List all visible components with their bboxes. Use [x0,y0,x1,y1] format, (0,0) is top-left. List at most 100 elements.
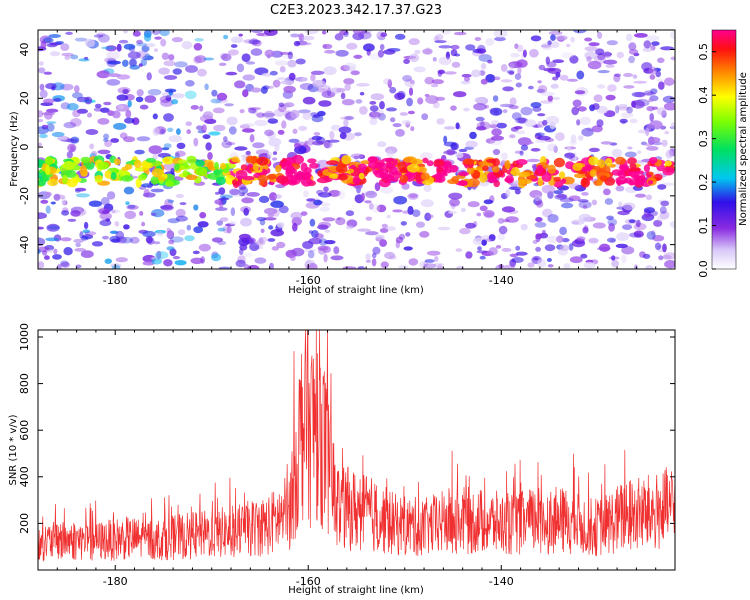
heatmap-cell [407,110,415,115]
heatmap-cell [271,246,280,251]
heatmap-cell [500,79,513,83]
heatmap-cell [578,200,592,209]
heatmap-cell [105,45,117,52]
heatmap-cell [572,99,582,108]
heatmap-cell [665,149,674,159]
heatmap-cell [64,55,71,60]
heatmap-cell [613,74,621,83]
heatmap-band-cell [399,167,408,174]
heatmap-cell [564,152,576,159]
heatmap-cell [384,251,396,260]
heatmap-cell [542,119,548,126]
heatmap-band-cell [64,168,72,177]
heatmap-cell [344,83,352,91]
heatmap-cell [588,238,599,244]
heatmap-cell [254,119,268,127]
heatmap-band-cell [174,163,180,172]
heatmap-cell [547,40,552,45]
heatmap-cell [154,251,169,260]
heatmap-cell [392,209,403,213]
heatmap-cell [263,217,277,221]
heatmap-cell [655,70,661,78]
heatmap-band-cell [220,162,227,170]
heatmap-cell [379,44,385,51]
heatmap-cell [365,259,371,263]
heatmap-cell [70,136,80,144]
heatmap-band-cell [588,156,599,166]
heatmap-cell [127,100,132,108]
heatmap-cell [586,127,594,132]
heatmap-cell [330,124,341,131]
heatmap-cell [270,200,284,208]
heatmap-cell [583,261,596,269]
heatmap-cell [152,153,159,160]
heatmap-cell [383,49,396,55]
heatmap-cell [365,231,379,236]
heatmap-cell [229,188,240,196]
heatmap-band-cell [597,159,606,169]
heatmap-cell [481,239,488,246]
heatmap-cell [596,105,608,114]
heatmap-cell [547,264,554,268]
heatmap-cell [272,157,278,161]
heatmap-cell [546,258,552,262]
heatmap-cell [592,222,606,229]
heatmap-band-cell [392,159,398,166]
heatmap-band-cell [335,164,348,173]
heatmap-cell [283,85,296,94]
heatmap-band-cell [38,159,43,169]
heatmap-cell [591,125,603,133]
heatmap-cell [250,87,262,93]
heatmap-cell [489,139,503,146]
heatmap-cell [492,95,499,102]
heatmap-cell [386,214,392,219]
heatmap-cell [146,72,152,81]
heatmap-cell [329,130,335,140]
heatmap-cell [434,256,439,262]
heatmap-cell [423,184,432,192]
heatmap-cell [535,132,545,137]
heatmap-cell [408,38,420,46]
heatmap-cell [541,91,555,97]
heatmap-band-cell [589,169,597,178]
heatmap-cell [449,198,460,207]
heatmap-cell [661,110,667,118]
heatmap-cell [152,127,160,136]
heatmap-cell [172,93,185,99]
heatmap-cell [221,140,232,149]
heatmap-cell [413,66,426,73]
heatmap-band-cell [252,162,260,172]
heatmap-cell [460,207,466,213]
heatmap-cell [369,117,378,126]
heatmap-cell [523,141,534,145]
heatmap-cell [480,63,487,70]
heatmap-cell [537,80,542,84]
heatmap-cell [202,111,214,120]
heatmap-cell [599,243,611,252]
heatmap-cell [579,116,591,126]
heatmap-cell [431,79,444,85]
heatmap-cell [84,231,97,236]
heatmap-cell [74,248,86,252]
heatmap-band-cell [164,180,174,187]
heatmap-cell [387,79,392,89]
heatmap-cell [368,202,374,210]
heatmap-cell [421,113,429,121]
heatmap-cell [669,221,675,228]
heatmap-cell [40,40,47,50]
heatmap-cell [408,193,418,198]
heatmap-cell [279,51,290,55]
heatmap-band-cell [519,178,532,185]
heatmap-cell [255,240,266,246]
heatmap-cell [210,98,222,104]
heatmap-cell [537,259,547,268]
heatmap-cell [606,237,617,243]
heatmap-cell [226,225,232,234]
heatmap-cell [422,48,433,55]
y-tick-label: 600 [18,420,31,441]
x-tick-label: -160 [296,575,321,588]
heatmap-cell [163,60,176,67]
heatmap-cell [53,193,61,201]
heatmap-cell [97,118,110,125]
heatmap-cell [252,39,262,47]
